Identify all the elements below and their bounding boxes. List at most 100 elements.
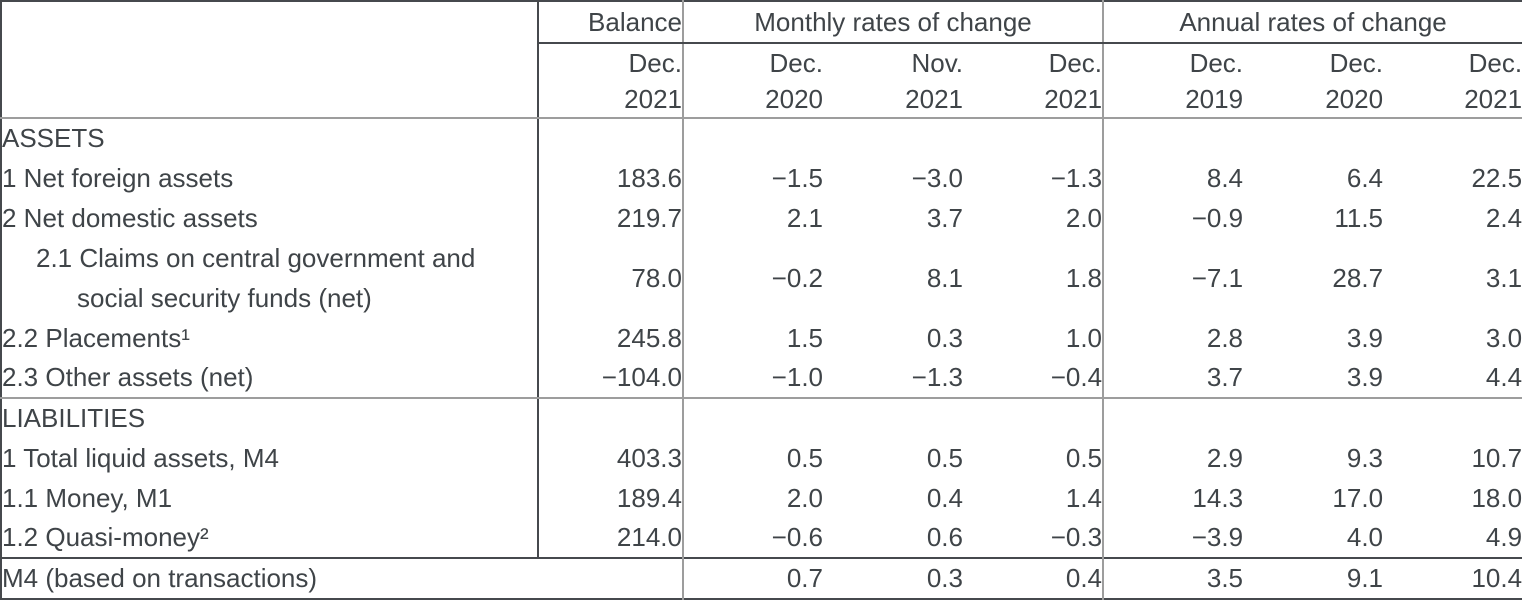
monthly-value: 0.5 — [786, 442, 823, 473]
balance-value: 245.8 — [538, 318, 684, 358]
annual-value — [1383, 118, 1522, 158]
header-group-row: Balance Monthly rates of change Annual r… — [1, 1, 1522, 119]
monthly-value: −3.0 — [911, 162, 963, 193]
row-label-line1: 2.1 Claims on central government and — [36, 243, 476, 273]
row-label: 1 Net foreign assets — [1, 158, 539, 198]
period-year: 2020 — [765, 83, 823, 114]
annual-value: −7.1 — [1191, 262, 1244, 293]
period-month: Nov. — [911, 47, 963, 78]
monthly-value: 0.6 — [926, 522, 963, 552]
annual-value: 3.7 — [1103, 358, 1244, 399]
monthly-value: 3.7 — [926, 202, 963, 233]
period-month: Dec. — [1329, 47, 1384, 78]
monthly-value: 0.5 — [963, 438, 1105, 478]
monthly-value: 2.0 — [963, 198, 1105, 238]
table-row: 2 Net domestic assets 219.7 2.1 3.7 2.0 … — [1, 198, 1522, 238]
monthly-value: −0.4 — [963, 358, 1105, 399]
monthly-value: 8.1 — [926, 262, 963, 293]
monthly-group-header: Monthly rates of change — [683, 1, 1105, 44]
table-row: 1.2 Quasi-money² 214.0 −0.6 0.6 −0.3 −3.… — [1, 518, 1522, 558]
footer-row: M4 (based on transactions) 0.7 0.3 0.4 3… — [1, 557, 1522, 599]
annual-value: 2.9 — [1206, 442, 1244, 473]
annual-value: 4.4 — [1383, 358, 1522, 399]
section-row-liabilities: LIABILITIES — [1, 398, 1522, 438]
monthly-value: 0.7 — [683, 557, 823, 599]
monthly-value: 1.8 — [963, 238, 1105, 318]
period-year: 2021 — [1044, 83, 1103, 114]
period-month: Dec. — [1189, 47, 1244, 78]
row-label: 1.2 Quasi-money² — [1, 518, 539, 558]
monthly-value — [823, 398, 963, 438]
row-label: 1.1 Money, M1 — [1, 478, 539, 518]
annual-value: 3.5 — [1103, 557, 1244, 599]
balance-group-header: Balance — [538, 1, 684, 44]
section-row-assets: ASSETS — [1, 118, 1522, 158]
period-month: Dec. — [1468, 47, 1522, 78]
annual-value: 14.3 — [1192, 482, 1244, 513]
row-label: 2.2 Placements¹ — [1, 318, 539, 358]
monthly-value: 1.5 — [786, 322, 823, 353]
annual-value: 28.7 — [1332, 262, 1384, 293]
annual-value: 3.0 — [1485, 322, 1522, 353]
table-row: 2.2 Placements¹ 245.8 1.5 0.3 1.0 2.8 3.… — [1, 318, 1522, 358]
row-label-line2: social security funds (net) — [77, 283, 372, 313]
annual-value — [1103, 398, 1243, 438]
column-period: Dec. 2021 — [1383, 43, 1522, 119]
balance-value: 403.3 — [538, 438, 684, 478]
monthly-value: −0.2 — [771, 262, 823, 293]
row-label: 2 Net domestic assets — [1, 198, 539, 238]
monthly-value — [823, 118, 963, 158]
row-label: 2.1 Claims on central government and soc… — [1, 238, 539, 318]
header-period-row: Dec. 2021 Dec. 2020 Nov. 2021 Dec. 2021 … — [1, 43, 1522, 119]
column-period: Dec. 2019 — [1103, 43, 1244, 119]
balance-value: 183.6 — [538, 158, 684, 198]
annual-value: 10.4 — [1383, 557, 1522, 599]
monthly-value: 2.0 — [786, 482, 823, 513]
monthly-value: 0.3 — [926, 322, 963, 353]
annual-value: −0.9 — [1191, 202, 1244, 233]
monthly-value: 0.4 — [963, 557, 1105, 599]
annual-value: 11.5 — [1334, 202, 1384, 233]
monthly-value: −0.3 — [963, 518, 1105, 558]
monthly-value — [963, 118, 1105, 158]
period-year: 2021 — [1464, 83, 1522, 114]
annual-value: 9.1 — [1243, 557, 1384, 599]
column-period: Nov. 2021 — [823, 43, 963, 119]
column-period: Dec. 2020 — [683, 43, 823, 119]
monthly-value: 0.4 — [926, 482, 963, 513]
monthly-value: −1.0 — [683, 358, 823, 399]
annual-value: 3.9 — [1243, 358, 1384, 399]
annual-value: 2.4 — [1485, 202, 1522, 233]
annual-value — [1243, 398, 1383, 438]
period-month: Dec. — [628, 47, 682, 78]
table-row: 2.3 Other assets (net) −104.0 −1.0 −1.3 … — [1, 358, 1522, 399]
period-year: 2021 — [905, 83, 963, 114]
balance-value — [538, 398, 684, 438]
period-year: 2021 — [624, 83, 682, 114]
monthly-value: −1.3 — [823, 358, 963, 399]
balance-value — [538, 118, 684, 158]
annual-value: 3.1 — [1485, 262, 1522, 293]
section-label: LIABILITIES — [1, 398, 539, 438]
annual-value: 10.7 — [1471, 442, 1522, 473]
balance-value: −104.0 — [538, 358, 684, 399]
annual-value: −3.9 — [1191, 522, 1244, 552]
period-month: Dec. — [769, 47, 823, 78]
annual-value: 9.3 — [1346, 442, 1384, 473]
table-row: 1.1 Money, M1 189.4 2.0 0.4 1.4 14.3 17.… — [1, 478, 1522, 518]
footer-label: M4 (based on transactions) — [1, 557, 684, 599]
corner-cell — [1, 1, 539, 119]
section-label: ASSETS — [1, 118, 539, 158]
annual-value: 3.9 — [1346, 322, 1384, 353]
annual-group-header: Annual rates of change — [1103, 1, 1522, 44]
annual-value — [1103, 118, 1243, 158]
annual-value — [1383, 398, 1522, 438]
table-row: 2.1 Claims on central government and soc… — [1, 238, 1522, 318]
monthly-value: 0.5 — [926, 442, 963, 473]
period-month: Dec. — [1048, 47, 1103, 78]
annual-value — [1243, 118, 1383, 158]
annual-value: 4.9 — [1485, 522, 1522, 552]
column-period: Dec. 2021 — [538, 43, 684, 119]
monthly-value — [963, 398, 1105, 438]
